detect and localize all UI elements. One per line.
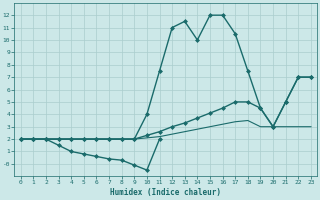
X-axis label: Humidex (Indice chaleur): Humidex (Indice chaleur)	[110, 188, 221, 197]
